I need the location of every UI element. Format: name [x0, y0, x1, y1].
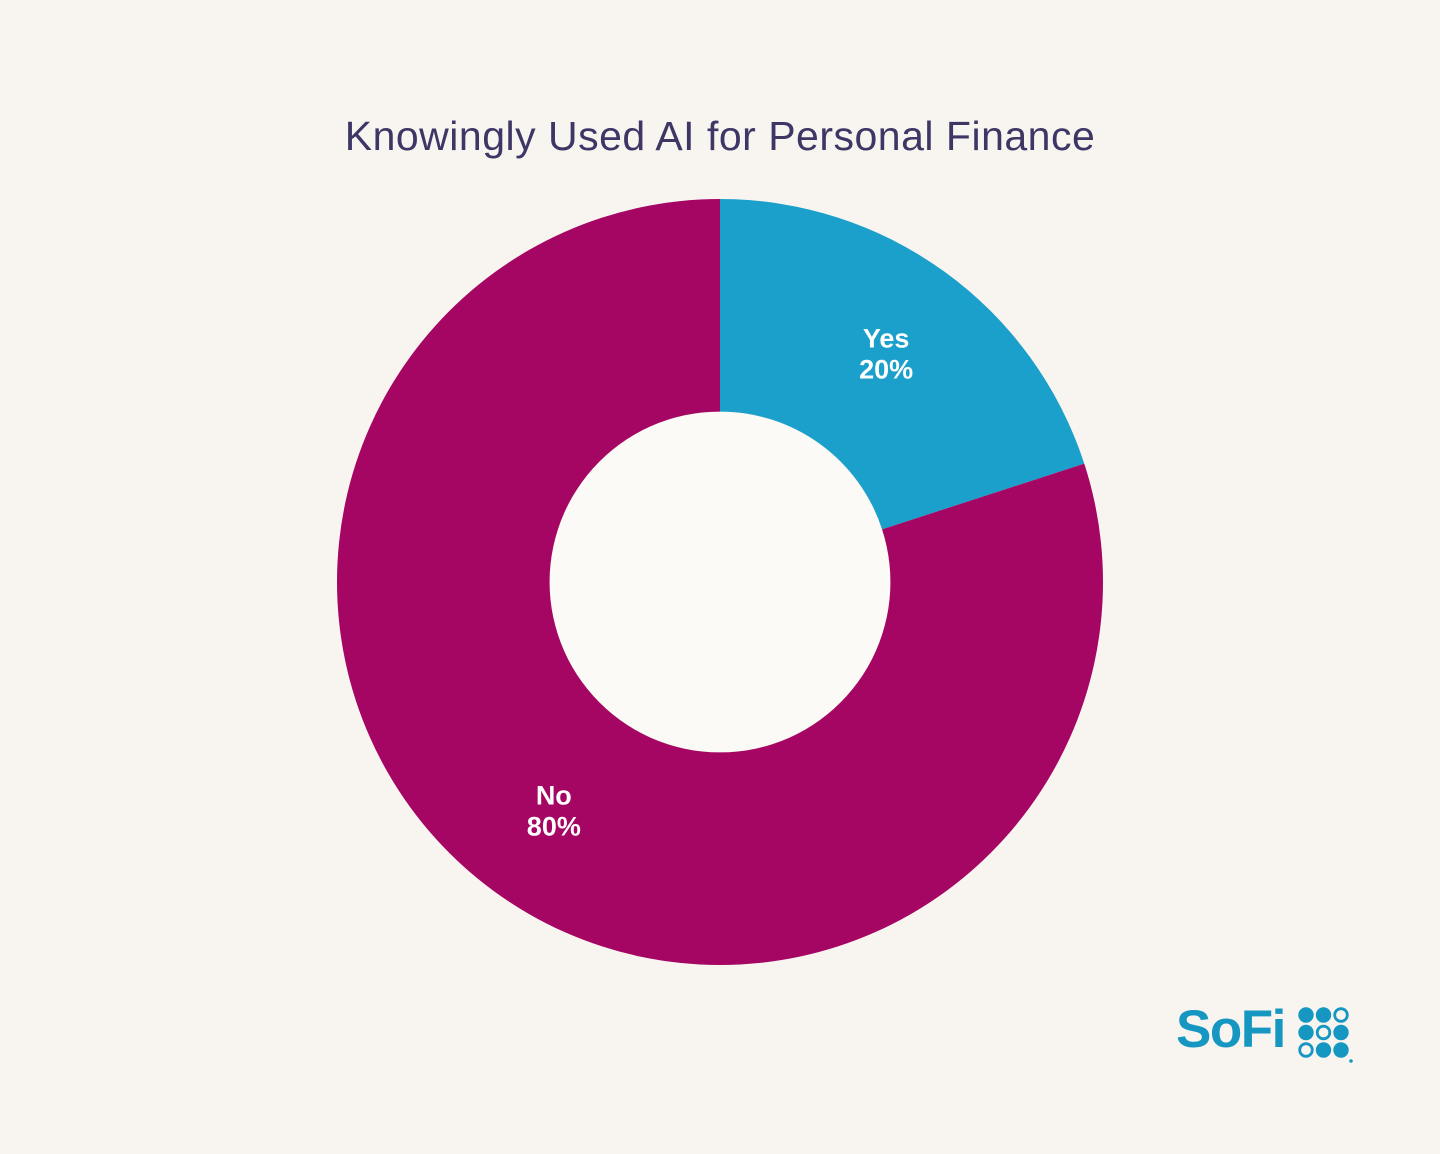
trademark-dot — [1349, 1059, 1353, 1063]
sofi-dot-grid-icon — [1298, 1007, 1353, 1063]
grid-dot-filled — [1315, 1042, 1332, 1058]
grid-dot-outline — [1298, 1042, 1314, 1058]
grid-dot-outline — [1333, 1007, 1349, 1023]
sofi-logo: SoFi — [1176, 1002, 1353, 1064]
slice-label-no: No 80% — [527, 781, 581, 842]
grid-dot-filled — [1333, 1024, 1349, 1041]
grid-dot-filled — [1298, 1024, 1314, 1041]
grid-dot-outline — [1315, 1024, 1332, 1041]
chart-title: Knowingly Used AI for Personal Finance — [344, 113, 1096, 159]
donut-hole — [550, 412, 890, 752]
grid-dot-filled — [1333, 1042, 1349, 1058]
pie-slice-no — [337, 199, 1104, 965]
grid-dot-filled — [1315, 1007, 1332, 1023]
slice-label-yes: Yes 20% — [859, 323, 913, 384]
grid-dot-filled — [1298, 1007, 1314, 1023]
sofi-wordmark: SoFi — [1176, 1000, 1286, 1059]
pie-slice-yes — [720, 199, 1085, 530]
